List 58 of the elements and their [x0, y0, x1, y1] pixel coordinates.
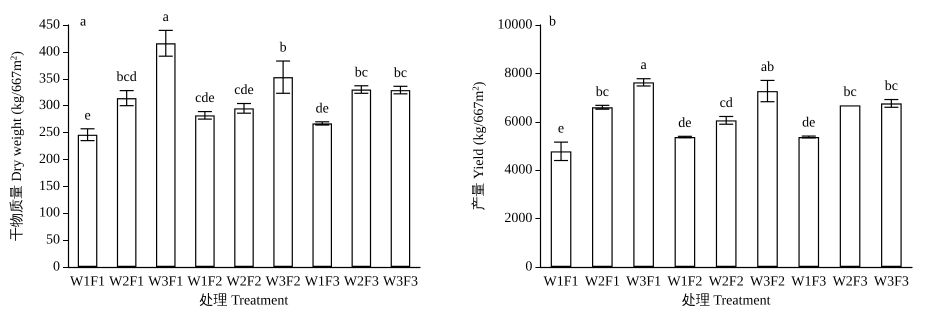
y-tick-label: 0: [525, 260, 532, 274]
x-tick-label: W2F3: [832, 274, 868, 290]
y-tick-label: 6000: [504, 114, 532, 130]
y-tick-label: 450: [39, 18, 60, 32]
x-tick-label: W2F2: [226, 274, 262, 290]
x-tick-label: W1F2: [667, 274, 702, 290]
y-tick-label: 400: [39, 44, 60, 60]
x-tick-label: W3F1: [626, 274, 662, 290]
y-axis-title: 干物质量 Dry weight (kg/667m2): [8, 50, 25, 241]
x-tick-label: W1F3: [791, 274, 826, 290]
x-tick-label: W2F2: [708, 274, 744, 290]
y-tick-label: 100: [39, 206, 60, 221]
annotation: e: [84, 108, 91, 124]
y-tick-label: 8000: [504, 66, 532, 81]
annotation: e: [558, 122, 564, 137]
annotation: a: [640, 58, 648, 74]
x-tick-label: W1F1: [70, 274, 106, 290]
y-tick-label: 4000: [504, 162, 532, 178]
x-axis-title: 处理 Treatment: [682, 292, 771, 308]
annotation: bc: [394, 66, 408, 81]
annotation: bc: [596, 84, 609, 100]
x-axis-title: 处理 Treatment: [200, 292, 288, 308]
y-tick-label: 250: [39, 125, 60, 140]
annotation: a: [162, 10, 170, 25]
annotation: cde: [195, 91, 215, 106]
y-tick-label: 10000: [497, 18, 532, 32]
y-tick-label: 0: [53, 260, 60, 274]
annotation: de: [316, 101, 329, 116]
x-tick-label: W2F1: [584, 274, 620, 290]
x-tick-label: W3F2: [266, 274, 301, 290]
annotation: bc: [354, 65, 368, 80]
annotation: bc: [843, 84, 857, 100]
y-tick-label: 300: [39, 98, 60, 114]
annotation: a: [80, 14, 87, 30]
annotation: cde: [234, 83, 254, 98]
y-tick-label: 2000: [504, 211, 532, 226]
x-tick-label: W2F3: [344, 274, 379, 290]
annotation: ab: [760, 60, 774, 75]
x-tick-label: W3F3: [874, 274, 909, 290]
x-tick-label: W2F1: [109, 274, 144, 290]
y-axis-title: 产量 Yield (kg/667m2): [470, 81, 487, 210]
x-tick-label: W1F1: [544, 274, 579, 290]
x-tick-label: W1F2: [187, 274, 222, 290]
annotation: b: [549, 14, 556, 30]
y-tick-label: 200: [39, 152, 60, 167]
annotation: de: [678, 116, 692, 131]
x-tick-label: W3F2: [750, 274, 785, 290]
annotation: b: [280, 40, 287, 56]
x-tick-label: W3F1: [148, 274, 184, 290]
x-tick-label: W3F3: [382, 274, 418, 290]
y-tick-label: 50: [46, 232, 60, 248]
annotation: bc: [884, 79, 898, 94]
annotation: bcd: [116, 70, 137, 86]
annotation: de: [802, 116, 816, 131]
x-tick-label: W1F3: [304, 274, 340, 290]
annotation: cd: [720, 96, 733, 111]
y-tick-label: 150: [39, 178, 60, 194]
y-tick-label: 350: [39, 71, 60, 86]
